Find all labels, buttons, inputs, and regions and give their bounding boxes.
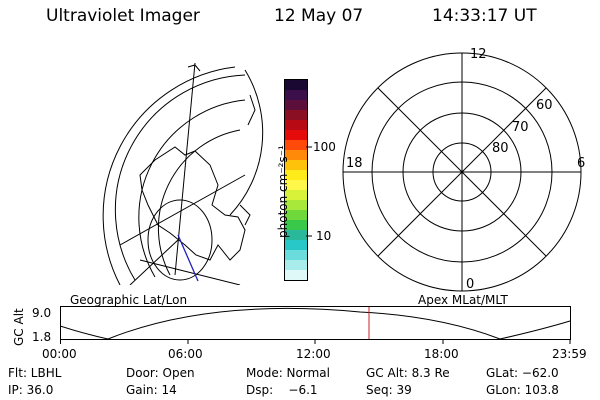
mlt-label-18: 18 [346, 156, 363, 171]
date-label: 12 May 07 [274, 6, 364, 26]
mlat-label-60: 60 [536, 98, 553, 113]
info-mode: Mode: Normal [246, 366, 330, 380]
info-gc-alt: GC Alt: 8.3 Re [366, 366, 450, 380]
info-glat: GLat: −62.0 [486, 366, 559, 380]
info-seq: Seq: 39 [366, 383, 412, 397]
info-flt: Flt: LBHL [8, 366, 62, 380]
color-swatch [285, 150, 307, 160]
mlt-label-12: 12 [470, 47, 487, 62]
colorbar-tick-10: 10 [316, 229, 332, 243]
polar-plot [342, 52, 582, 292]
timeline-x-tick-3: 18:00 [424, 347, 459, 361]
colorbar-tick-100: 100 [313, 140, 336, 154]
color-swatch [285, 230, 307, 240]
timeline-x-tick-4: 23:59 [552, 347, 587, 361]
color-swatch [285, 80, 307, 90]
color-scale-bar [284, 79, 308, 281]
color-swatch [285, 220, 307, 230]
color-swatch [285, 180, 307, 190]
color-swatch [285, 100, 307, 110]
info-door: Door: Open [126, 366, 195, 380]
mlt-label-0: 0 [466, 277, 475, 292]
timeline-y-label: GC Alt [12, 308, 26, 346]
color-swatch [285, 170, 307, 180]
color-swatch [285, 140, 307, 150]
apex-caption: Apex MLat/MLT [418, 293, 508, 307]
timeline-x-tick-1: 06:00 [168, 347, 203, 361]
mlt-label-6: 6 [577, 156, 586, 171]
timeline-x-tick-0: 00:00 [42, 347, 77, 361]
colorbar-ticks [306, 146, 312, 237]
mlat-label-70: 70 [512, 120, 529, 135]
instrument-title: Ultraviolet Imager [46, 6, 200, 26]
info-dsp: Dsp: −6.1 [246, 383, 318, 397]
timeline-y-tick-max: 9.0 [32, 306, 52, 320]
info-gain: Gain: 14 [126, 383, 177, 397]
color-swatch [285, 270, 307, 280]
timeline-y-tick-min: 1.8 [32, 330, 52, 344]
mlat-label-80: 80 [492, 141, 509, 156]
color-swatch [285, 260, 307, 270]
color-swatch [285, 240, 307, 250]
altitude-timeline [60, 306, 571, 344]
color-swatch [285, 130, 307, 140]
color-swatch [285, 160, 307, 170]
time-label: 14:33:17 UT [432, 6, 537, 26]
info-glon: GLon: 103.8 [486, 383, 559, 397]
color-swatch [285, 110, 307, 120]
timeline-x-tick-2: 12:00 [296, 347, 331, 361]
info-ip: IP: 36.0 [8, 383, 54, 397]
color-swatch [285, 200, 307, 210]
geo-caption: Geographic Lat/Lon [70, 293, 188, 307]
geographic-map [102, 62, 264, 285]
color-swatch [285, 210, 307, 220]
color-swatch [285, 190, 307, 200]
color-swatch [285, 90, 307, 100]
color-swatch [285, 120, 307, 130]
color-swatch [285, 250, 307, 260]
colorbar-unit-label: photon cm⁻²s⁻¹ [276, 145, 290, 238]
